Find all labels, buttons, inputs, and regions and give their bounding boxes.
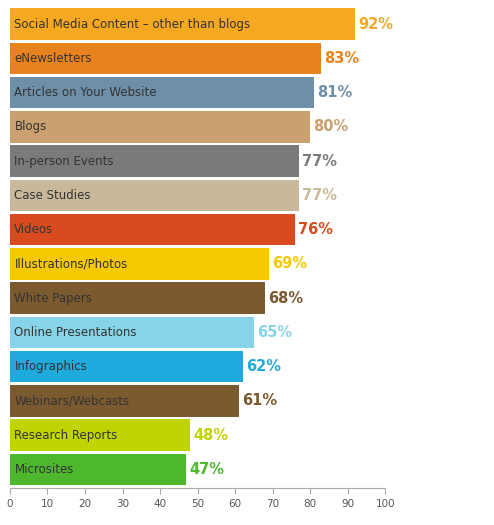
Text: 76%: 76% [298, 222, 333, 237]
Bar [10, 351, 243, 382]
Bar [10, 214, 295, 245]
Text: Webinars/Webcasts: Webinars/Webcasts [14, 394, 129, 407]
Bar [10, 385, 239, 417]
Bar [10, 145, 299, 177]
Text: 77%: 77% [302, 154, 337, 169]
Text: Illustrations/Photos: Illustrations/Photos [14, 257, 127, 270]
Text: 68%: 68% [268, 291, 303, 306]
Bar [10, 317, 254, 348]
Text: Blogs: Blogs [14, 120, 46, 133]
Bar [10, 419, 190, 451]
Text: 77%: 77% [302, 188, 337, 203]
Text: 83%: 83% [325, 51, 360, 66]
Text: Microsites: Microsites [14, 463, 74, 476]
Text: Infographics: Infographics [14, 360, 87, 373]
Text: Articles on Your Website: Articles on Your Website [14, 86, 157, 99]
Bar [10, 43, 322, 74]
Text: 80%: 80% [313, 119, 348, 134]
Text: In-person Events: In-person Events [14, 154, 114, 167]
Text: 48%: 48% [193, 428, 228, 443]
Text: eNewsletters: eNewsletters [14, 52, 92, 65]
Text: Social Media Content – other than blogs: Social Media Content – other than blogs [14, 18, 250, 30]
Text: Videos: Videos [14, 223, 53, 236]
Bar [10, 111, 310, 143]
Text: 47%: 47% [189, 462, 224, 477]
Text: 92%: 92% [358, 17, 393, 32]
Bar [10, 8, 355, 40]
Bar [10, 454, 186, 485]
Bar [10, 282, 265, 314]
Bar [10, 248, 269, 280]
Text: 65%: 65% [257, 325, 292, 340]
Text: White Papers: White Papers [14, 291, 92, 304]
Text: Online Presentations: Online Presentations [14, 326, 137, 339]
Text: Research Reports: Research Reports [14, 428, 118, 442]
Bar [10, 180, 299, 211]
Text: 61%: 61% [242, 393, 277, 408]
Text: 81%: 81% [317, 85, 352, 100]
Bar [10, 77, 314, 108]
Text: 69%: 69% [272, 256, 307, 271]
Text: 62%: 62% [246, 359, 281, 374]
Text: Case Studies: Case Studies [14, 189, 91, 202]
